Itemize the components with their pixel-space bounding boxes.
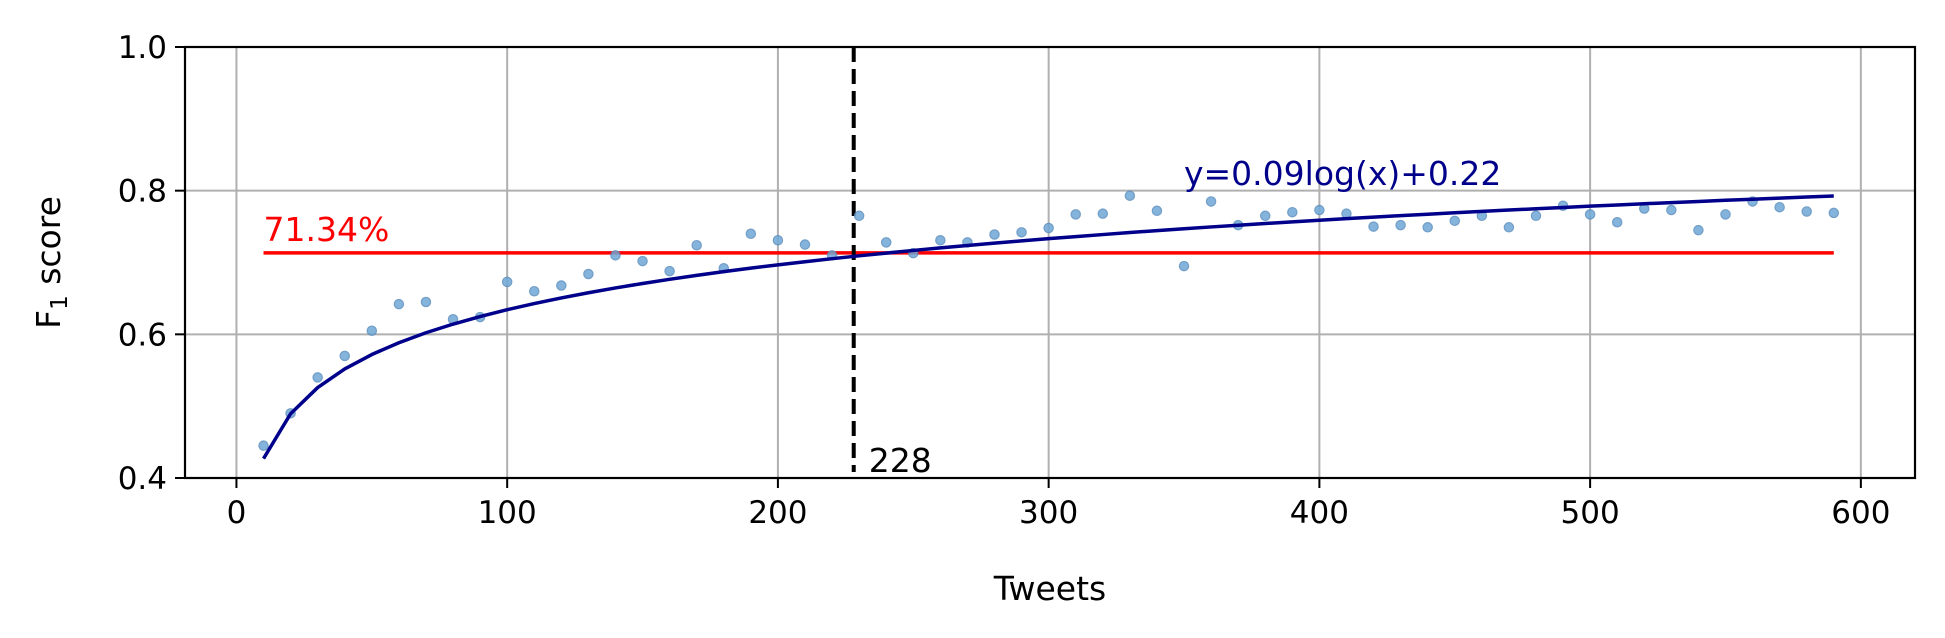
x-tick-label: 0 [227,495,247,531]
y-axis-label-rest: score [29,196,68,295]
scatter-point [1449,215,1460,227]
scatter-point [1530,210,1542,222]
baseline-label: 71.34% [264,210,390,249]
scatter-point [1368,221,1379,232]
tick-labels: 0 100 200 300 400 500 600 0.4 0.6 0.8 1.0 [118,30,1891,531]
scatter-point [664,265,675,277]
x-tick-label: 100 [478,495,537,531]
scatter-point [610,250,621,261]
scatter-point [312,372,323,383]
scatter-point [880,237,892,248]
scatter-point [420,296,432,308]
scatter-point [935,234,946,246]
fit-curve [262,194,1834,460]
scatter-point [366,325,378,336]
y-axis-label-main: F [29,310,68,329]
scatter-point [637,255,648,267]
scatter-point [989,229,1000,240]
scatter-point [1016,227,1027,238]
x-tick-label: 600 [1831,495,1890,531]
scatter-point [501,276,513,288]
scatter-point [1151,205,1163,217]
scatter-point [1287,206,1298,218]
scatter-point [1314,204,1325,216]
scatter-point [1666,204,1677,216]
x-tick-label: 400 [1290,495,1349,531]
scatter-point [258,440,269,451]
scatter-point [393,298,405,310]
scatter-point [1774,201,1785,213]
scatter-point [799,239,811,250]
scatter-point [1801,206,1812,217]
y-tick-label: 1.0 [118,30,167,66]
scatter-point [1124,190,1136,201]
scatter-point [339,350,350,362]
scatter-point [1070,209,1081,220]
scatter-point [1422,222,1433,233]
scatter-point [1395,219,1406,231]
x-axis-label: Tweets [993,569,1106,608]
scatter-point [853,210,865,222]
scatter-point [1205,196,1217,207]
scatter-point [1259,210,1271,222]
scatter-point [1611,217,1623,228]
scatter-point [1693,224,1704,236]
y-tick-label: 0.8 [118,174,167,210]
y-tick-label: 0.4 [118,461,167,497]
scatter-point [1043,222,1054,234]
scatter-point [1178,260,1190,272]
axis-ticks [175,46,1862,488]
scatter-point [1097,208,1109,219]
scatter-point [1584,209,1596,220]
x-tick-label: 300 [1019,495,1078,531]
y-axis-label: F1 score [29,196,73,329]
threshold-label: 228 [869,441,932,480]
scatter-point [556,280,567,291]
scatter-point [528,285,540,297]
plot-frame [183,45,1917,480]
scatter-point [691,240,702,251]
scatter-point [1503,222,1515,233]
x-tick-label: 200 [748,495,807,531]
y-axis-label-subscript: 1 [47,295,73,310]
scatter-point [772,234,784,246]
scatter-point [583,268,594,280]
y-tick-label: 0.6 [118,317,167,353]
scatter-point [1828,207,1840,219]
fit-curve-group [262,194,1834,460]
x-tick-label: 500 [1561,495,1620,531]
scatter-point [745,228,757,240]
grid-lines [185,46,1915,479]
fit-equation-label: y=0.09log(x)+0.22 [1184,154,1501,193]
scatter-point [1720,209,1731,220]
